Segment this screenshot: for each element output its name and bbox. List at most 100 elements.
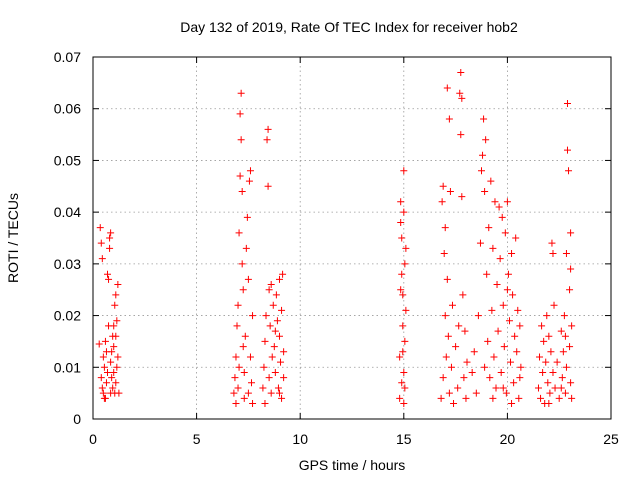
data-point-plus [261, 399, 269, 407]
data-point-plus [566, 286, 574, 294]
data-point-plus [445, 389, 453, 397]
data-point-plus [237, 136, 245, 144]
data-point-plus [513, 348, 521, 356]
y-tick-label: 0.06 [54, 101, 81, 117]
data-point-plus [470, 348, 478, 356]
data-point-plus [462, 394, 470, 402]
data-point-plus [481, 187, 489, 195]
data-point-plus [481, 363, 489, 371]
data-point-plus [234, 384, 242, 392]
data-point-plus [480, 115, 488, 123]
data-point-plus [492, 384, 500, 392]
data-point-plus [112, 379, 120, 387]
data-point-plus [562, 250, 570, 258]
data-point-plus [248, 379, 256, 387]
data-point-plus [563, 146, 571, 154]
data-point-plus [441, 312, 449, 320]
data-point-plus [114, 281, 122, 289]
data-point-plus [448, 301, 456, 309]
data-point-plus [545, 399, 553, 407]
data-point-plus [98, 255, 106, 263]
data-point-plus [491, 198, 499, 206]
data-point-plus [400, 208, 408, 216]
data-point-plus [557, 384, 565, 392]
data-point-plus [487, 177, 495, 185]
data-point-plus [474, 312, 482, 320]
data-point-plus [459, 291, 467, 299]
data-point-plus [516, 374, 524, 382]
data-point-plus [446, 187, 454, 195]
x-tick-label: 0 [89, 431, 97, 447]
data-point-plus [549, 250, 557, 258]
data-point-plus [460, 374, 468, 382]
data-point-plus [105, 275, 113, 283]
data-point-plus [104, 270, 112, 278]
data-point-plus [268, 353, 276, 361]
y-tick-label: 0.07 [54, 49, 81, 65]
axis-ticks: 0 5 10 15 20 25 0 0.01 0.02 0.03 0.04 0.05 0.06 0.07 [54, 49, 619, 447]
data-point-plus [559, 348, 567, 356]
data-point-plus [515, 394, 523, 402]
data-point-plus [232, 353, 240, 361]
y-tick-label: 0.03 [54, 256, 81, 272]
data-point-plus [496, 255, 504, 263]
data-point-plus [479, 151, 487, 159]
data-point-plus [442, 353, 450, 361]
data-point-plus [485, 224, 493, 232]
data-point-plus [514, 306, 522, 314]
data-point-plus [249, 399, 257, 407]
data-point-plus [98, 384, 106, 392]
data-point-plus [402, 306, 410, 314]
x-tick-label: 20 [500, 431, 516, 447]
data-point-plus [112, 291, 120, 299]
plot-frame [92, 56, 612, 420]
data-point-plus [548, 239, 556, 247]
data-point-plus [488, 306, 496, 314]
data-point-plus [461, 327, 469, 335]
data-point-plus [238, 260, 246, 268]
data-point-plus [565, 167, 573, 175]
data-point-plus [115, 389, 123, 397]
data-point-plus [401, 337, 409, 345]
data-point-plus [486, 374, 494, 382]
data-point-plus [110, 368, 118, 376]
data-point-plus [568, 394, 576, 402]
data-point-plus [545, 332, 553, 340]
data-point-plus [504, 270, 512, 278]
x-tick-label: 25 [603, 431, 619, 447]
data-point-plus [398, 270, 406, 278]
data-point-plus [399, 291, 407, 299]
data-point-plus [399, 348, 407, 356]
data-point-plus [107, 358, 115, 366]
data-point-plus [235, 229, 243, 237]
data-point-plus [236, 110, 244, 118]
data-point-plus [499, 384, 507, 392]
data-point-plus [106, 244, 114, 252]
data-point-plus [567, 379, 575, 387]
data-point-plus [101, 337, 109, 345]
data-point-plus [566, 343, 574, 351]
data-point-plus [549, 368, 557, 376]
data-point-plus [511, 332, 519, 340]
data-point-plus [557, 327, 565, 335]
data-point-plus [396, 353, 404, 361]
data-point-plus [517, 363, 525, 371]
data-point-plus [263, 136, 271, 144]
data-point-plus [534, 384, 542, 392]
data-point-plus [400, 368, 408, 376]
data-point-plus [100, 363, 108, 371]
data-point-plus [562, 363, 570, 371]
data-point-plus [502, 389, 510, 397]
data-point-plus [111, 301, 119, 309]
data-point-plus [280, 374, 288, 382]
data-point-plus [232, 399, 240, 407]
data-point-plus [275, 275, 283, 283]
data-point-plus [447, 363, 455, 371]
data-point-plus [457, 69, 465, 77]
data-point-plus [468, 368, 476, 376]
data-point-plus [397, 286, 405, 294]
y-axis-label: ROTI / TECUs [5, 193, 21, 283]
data-point-plus [505, 317, 513, 325]
data-point-plus [478, 167, 485, 175]
data-point-plus [246, 167, 254, 175]
